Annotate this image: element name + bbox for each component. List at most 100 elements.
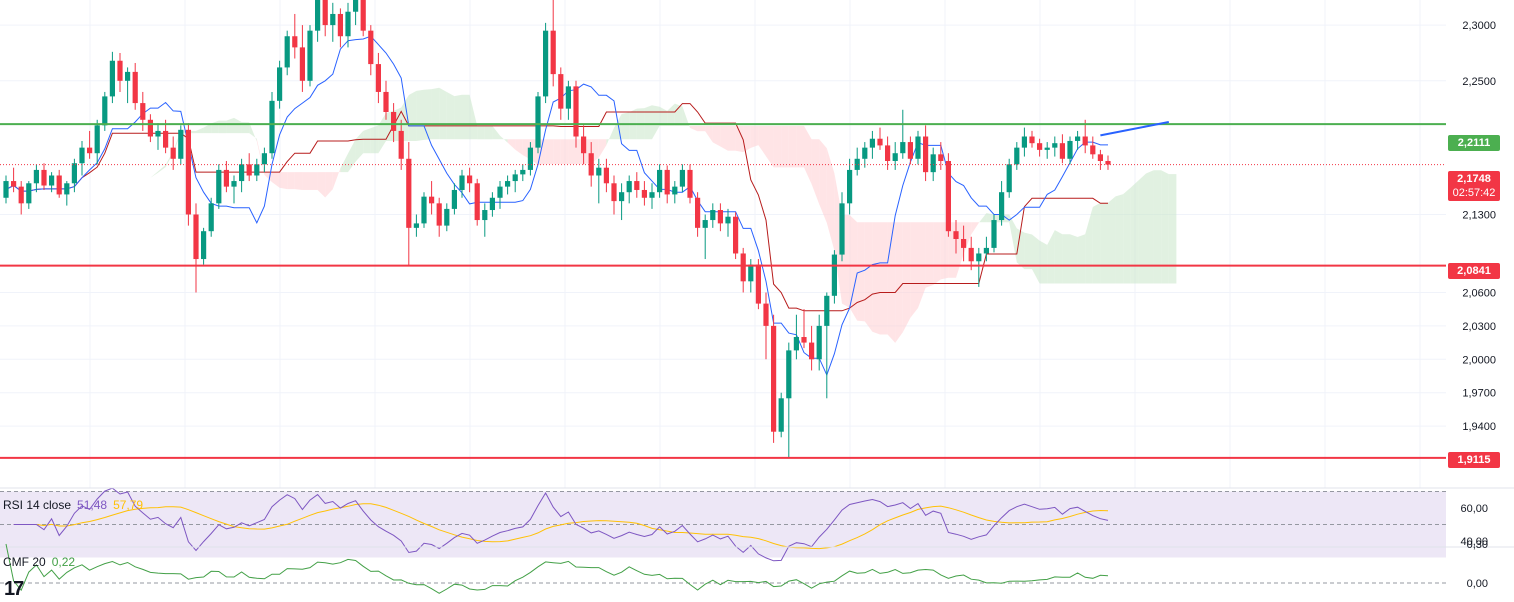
rsi-ma-line <box>13 503 1109 550</box>
candle-body <box>1067 140 1073 159</box>
price-tick-label: 1,9700 <box>1462 388 1496 400</box>
candle-body <box>1097 154 1103 162</box>
cmf-pane[interactable]: 0,30 0,00 <box>0 539 1488 594</box>
level-tag-upper: 2,2111 <box>1448 135 1500 151</box>
candle-body <box>322 0 328 26</box>
cloud-segment <box>735 125 744 153</box>
candle-body <box>41 169 47 186</box>
cloud-segment <box>925 222 934 288</box>
candle-body <box>132 71 138 104</box>
cloud-segment <box>500 135 508 143</box>
candle-body <box>527 147 533 170</box>
candle-body <box>953 231 959 239</box>
cloud-segment <box>477 125 485 140</box>
candle-body <box>603 167 609 184</box>
cloud-segment <box>294 172 303 190</box>
rsi-legend[interactable]: RSI 14 close 51,48 57,79 <box>3 498 149 512</box>
candle-body <box>1014 147 1020 165</box>
candle-body <box>619 192 625 202</box>
cloud-segment <box>971 222 979 235</box>
candle-body <box>565 86 571 109</box>
cloud-segment <box>218 120 227 134</box>
cloud-segment <box>1047 230 1055 284</box>
candle-body <box>793 337 799 351</box>
candle-body <box>733 216 739 254</box>
candle-body <box>748 264 754 282</box>
candle-body <box>459 175 465 190</box>
candle-body <box>231 181 237 187</box>
cloud-segment <box>568 139 576 165</box>
candle-body <box>246 164 252 176</box>
cloud-segment <box>560 139 569 165</box>
cloud-segment <box>902 222 911 333</box>
candle-body <box>474 183 480 221</box>
cmf-value: 0,22 <box>51 555 76 569</box>
tradingview-logo[interactable]: 17 <box>4 578 24 601</box>
candle-body <box>147 119 153 137</box>
rsi-tick-label: 60,00 <box>1460 503 1488 515</box>
price-trendline <box>1100 121 1169 137</box>
candle-body <box>391 111 397 131</box>
cloud-segment <box>773 125 782 168</box>
cloud-segment <box>484 125 493 140</box>
candle-body <box>193 214 199 260</box>
cloud-segment <box>621 112 630 140</box>
cloud-segment <box>1138 173 1146 284</box>
candle-body <box>831 254 837 296</box>
candle-body <box>869 138 875 148</box>
cloud-segment <box>682 106 690 128</box>
cloud-segment <box>986 213 994 223</box>
candle-body <box>877 138 883 146</box>
cloud-segment <box>1146 170 1154 284</box>
cloud-segment <box>272 172 280 188</box>
cloud-segment <box>158 164 166 173</box>
candle-body <box>1052 143 1058 148</box>
cloud-segment <box>363 128 371 154</box>
candle-body <box>573 86 579 137</box>
cloud-segment <box>234 117 242 134</box>
cloud-segment <box>97 189 105 192</box>
cloud-segment <box>910 222 918 318</box>
candle-body <box>178 129 184 159</box>
candle-body <box>1082 136 1088 146</box>
candle-body <box>672 186 678 195</box>
candle-body <box>945 161 951 232</box>
cmf-legend[interactable]: CMF 20 0,22 <box>3 555 81 569</box>
cloud-segment <box>705 125 713 143</box>
candle-body <box>1090 145 1096 155</box>
cloud-segment <box>408 90 417 141</box>
candle-body <box>505 181 511 187</box>
candle-body <box>299 47 305 81</box>
cloud-segment <box>424 89 432 140</box>
cloud-segment <box>712 125 721 147</box>
candle-body <box>64 183 70 195</box>
cloud-segment <box>644 105 652 140</box>
candle-body <box>695 197 701 228</box>
cloud-segment <box>750 125 759 148</box>
candle-body <box>1059 143 1065 159</box>
cloud-segment <box>446 91 455 140</box>
candle-body <box>170 147 176 159</box>
candle-body <box>201 231 207 260</box>
cloud-segment <box>674 103 683 126</box>
cloud-segment <box>203 123 212 134</box>
cloud-segment <box>1054 230 1063 284</box>
divergence-trendlines[interactable] <box>1100 121 1359 508</box>
candle-body <box>512 174 518 182</box>
candle-body <box>885 145 891 162</box>
rsi-value: 51,48 <box>77 498 108 512</box>
price-grid <box>0 0 1446 488</box>
candle-body <box>26 183 32 204</box>
rsi-pane[interactable]: 60,00 40,00 <box>0 487 1514 562</box>
cloud-segment <box>469 94 478 140</box>
candle-body <box>702 220 708 228</box>
cloud-segment <box>690 125 698 132</box>
cloud-segment <box>150 171 158 178</box>
rsi-title: RSI 14 close <box>3 498 72 512</box>
candle-body <box>854 158 860 170</box>
horizontal-levels[interactable] <box>0 123 1446 459</box>
candles <box>3 0 1111 458</box>
price-axis[interactable]: 2,35002,30002,25002,13002,06002,03002,00… <box>1462 0 1496 433</box>
cloud-segment <box>264 172 272 183</box>
